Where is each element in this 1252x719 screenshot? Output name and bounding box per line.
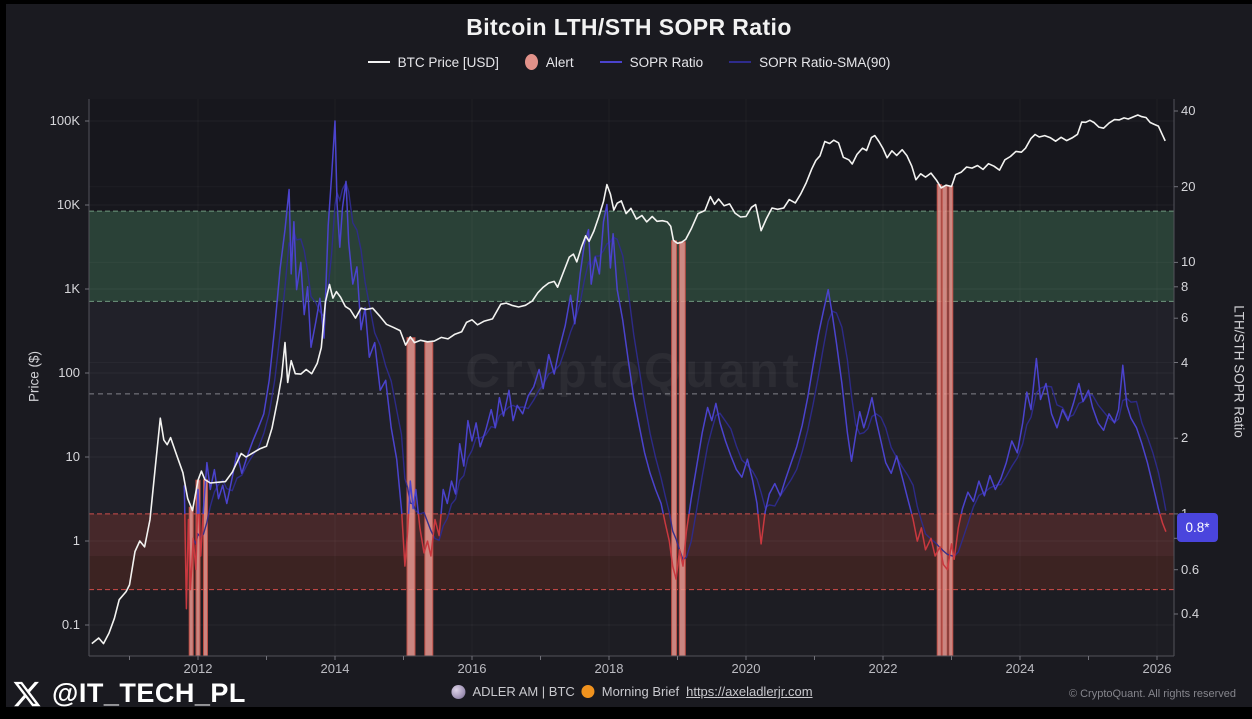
legend-label: Alert — [545, 54, 574, 70]
sopr-ratio-line — [688, 402, 759, 515]
x-logo-icon — [13, 681, 41, 706]
year-tick-label: 2014 — [320, 661, 350, 676]
ratio-tick-label: 4 — [1181, 354, 1189, 370]
plot-band — [89, 301, 1174, 514]
sopr-ratio-line-below-1 — [417, 513, 442, 557]
year-tick-label: 2018 — [594, 661, 624, 676]
attribution: ADLER AM | BTC Morning Brief https://axe… — [451, 684, 813, 699]
sopr-ratio-line-below-1 — [1159, 513, 1167, 532]
sopr-ratio-line — [764, 288, 913, 515]
legend-item-btc-price: BTC Price [USD] — [367, 54, 499, 70]
plot-band — [89, 589, 1174, 656]
legend-item-sopr-ratio: SOPR Ratio — [599, 54, 704, 70]
sopr-ratio-line — [407, 480, 420, 514]
legend-label: SOPR Ratio-SMA(90) — [759, 54, 891, 70]
author-url-link[interactable]: https://axeladlerjr.com — [686, 684, 813, 699]
price-tick-label: 100 — [58, 365, 80, 380]
alert-bar — [406, 337, 416, 657]
btc-price-line — [91, 114, 1166, 645]
alert-bar — [678, 241, 686, 657]
avatar — [451, 684, 466, 699]
sopr-ratio-line-below-1 — [757, 513, 766, 545]
sopr-ratio-line — [440, 203, 665, 515]
plot-band — [89, 99, 1174, 212]
ratio-tick-label: 40 — [1181, 103, 1196, 118]
alert-bar — [424, 341, 434, 657]
sopr-sma-line-swatch — [729, 61, 752, 63]
brief-label: Morning Brief — [601, 684, 680, 699]
ratio-tick-label: 8 — [1181, 278, 1189, 294]
sopr-ratio-line-below-1 — [662, 513, 690, 580]
plot-band — [89, 556, 1174, 590]
plot-band — [89, 513, 1174, 556]
sopr-ratio-line — [183, 485, 186, 514]
alert-bar — [671, 240, 678, 657]
price-tick-label: 10 — [65, 449, 80, 464]
ratio-tick-label: 2 — [1181, 430, 1189, 446]
sopr-ratio-line-below-1 — [184, 513, 199, 610]
year-tick-label: 2026 — [1142, 661, 1172, 676]
year-tick-label: 2016 — [457, 661, 487, 676]
alert-dot-icon — [524, 54, 538, 70]
legend-item-alert: Alert — [524, 54, 574, 70]
price-tick-label: 1 — [72, 533, 80, 548]
sopr-ratio-line — [196, 488, 200, 514]
price-tick-label: 0.1 — [61, 617, 80, 632]
sopr-ratio-line — [202, 120, 403, 514]
legend-item-sopr-sma: SOPR Ratio-SMA(90) — [729, 55, 890, 70]
copyright: © CryptoQuant. All rights reserved — [1068, 688, 1236, 700]
author-name: ADLER AM | BTC — [472, 684, 575, 699]
ratio-tick-label: 0.6 — [1181, 561, 1200, 577]
alert-bar — [941, 185, 948, 657]
ratio-tick-label: 10 — [1181, 254, 1196, 270]
alert-bar — [948, 185, 954, 657]
ratio-tick-label: 20 — [1181, 178, 1196, 194]
ratio-tick-label: 6 — [1181, 310, 1189, 326]
year-tick-label: 2024 — [1005, 661, 1035, 676]
sopr-ratio-line-below-1 — [910, 513, 963, 571]
year-tick-label: 2022 — [868, 661, 898, 676]
footer: @IT_TECH_PL ADLER AM | BTC Morning Brief… — [6, 676, 1252, 711]
price-tick-label: 100K — [49, 113, 80, 128]
sopr-ratio-line-below-1 — [198, 513, 204, 557]
sopr-ratio-line-below-1 — [401, 513, 410, 567]
legend-label: SOPR Ratio — [629, 54, 704, 70]
plot-band — [89, 211, 1174, 302]
sopr-ratio-line-swatch — [599, 61, 622, 63]
btc-price-line-swatch — [367, 61, 390, 63]
ratio-tick-label: 0.4 — [1181, 606, 1200, 621]
handle-text: @IT_TECH_PL — [52, 678, 246, 708]
alert-bar — [936, 184, 942, 657]
price-tick-label: 10K — [56, 197, 80, 212]
last-value-badge: 0.8* — [1177, 512, 1218, 542]
right-axis-title: LTH/STH SOPR Ratio — [1231, 305, 1247, 438]
year-tick-label: 2020 — [731, 661, 761, 676]
legend: BTC Price [USD] Alert SOPR Ratio SOPR Ra… — [6, 54, 1252, 70]
page-title: Bitcoin LTH/STH SOPR Ratio — [466, 14, 792, 40]
legend-label: BTC Price [USD] — [397, 54, 499, 70]
orange-dot-icon — [581, 685, 595, 698]
chart-panel: Bitcoin LTH/STH SOPR Ratio BTC Price [US… — [6, 4, 1252, 708]
sopr-ratio-line — [960, 357, 1161, 515]
chart-plot: CryptoQuant — [85, 99, 1178, 660]
twitter-handle: @IT_TECH_PL — [12, 678, 246, 709]
year-tick-label: 2012 — [183, 661, 213, 676]
watermark: CryptoQuant — [465, 345, 802, 398]
price-tick-label: 1K — [64, 281, 80, 296]
